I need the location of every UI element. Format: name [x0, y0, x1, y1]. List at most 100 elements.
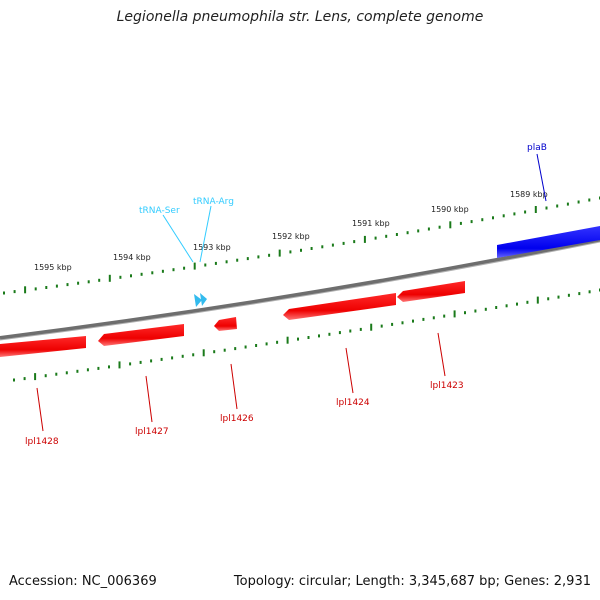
scale-minor-tick: [359, 327, 362, 331]
scale-minor-tick: [265, 342, 268, 346]
gene-lpl1424[interactable]: lpl1424: [283, 293, 396, 408]
scale-minor-tick: [45, 286, 48, 289]
scale-minor-tick: [391, 322, 394, 326]
scale-minor-tick: [255, 344, 258, 347]
scale-minor-tick: [97, 366, 100, 370]
scale-minor-tick: [160, 357, 163, 361]
scale-minor-tick: [505, 304, 508, 308]
scale-minor-tick: [268, 253, 271, 257]
scale-minor-tick: [289, 250, 292, 254]
scale-minor-tick: [297, 337, 299, 341]
scale-minor-tick: [401, 321, 404, 325]
scale-minor-tick: [484, 307, 487, 311]
scale-minor-tick: [321, 245, 324, 249]
scale-minor-tick: [470, 220, 473, 224]
scale-label-1593: 1593 kbp: [193, 243, 231, 252]
scale-minor-tick: [567, 293, 570, 297]
gene-lpl1427[interactable]: lpl1427: [98, 324, 184, 437]
trna-label-ser: tRNA-Ser: [139, 206, 180, 216]
gene-label-lpl1426: lpl1426: [220, 414, 254, 424]
scale-minor-tick: [406, 231, 409, 235]
scale-minor-tick: [236, 258, 239, 262]
trna-arg[interactable]: tRNA-Arg: [193, 197, 234, 306]
scale-minor-tick: [65, 371, 68, 375]
scale-major-tick: [370, 323, 373, 331]
scale-minor-tick: [443, 314, 446, 318]
scale-minor-tick: [412, 319, 414, 323]
gene-label-lpl1423: lpl1423: [430, 381, 464, 391]
map-title: Legionella pneumophila str. Lens, comple…: [116, 9, 484, 25]
scale-minor-tick: [417, 229, 420, 233]
scale-minor-tick: [331, 243, 334, 247]
scale-minor-tick: [55, 284, 58, 288]
trna-label-arg: tRNA-Arg: [193, 197, 234, 207]
scale-major-tick: [202, 349, 205, 357]
scale-labels: 1589 kbp 1590 kbp 1591 kbp 1592 kbp 1593…: [34, 190, 548, 272]
scale-minor-tick: [349, 329, 352, 333]
scale-minor-tick: [547, 297, 550, 301]
gene-label-lpl1428: lpl1428: [25, 437, 59, 447]
scale-major-tick: [118, 361, 121, 369]
scale-label-1590: 1590 kbp: [431, 205, 469, 214]
scale-minor-tick: [318, 334, 320, 338]
scale-minor-tick: [87, 280, 90, 284]
scale-label-1592: 1592 kbp: [272, 232, 310, 241]
lower-scale-track: [13, 288, 600, 382]
scale-major-tick: [536, 296, 539, 304]
trna-ser[interactable]: tRNA-Ser: [139, 206, 202, 307]
scale-minor-tick: [234, 347, 237, 351]
gene-plaB[interactable]: plaB: [497, 143, 600, 258]
scale-minor-tick: [588, 198, 591, 202]
scale-minor-tick: [516, 302, 518, 306]
gene-label-lpl1427: lpl1427: [135, 427, 169, 437]
scale-major-tick: [24, 286, 27, 294]
scale-major-tick: [449, 221, 452, 229]
scale-minor-tick: [495, 306, 498, 309]
gene-lpl1423[interactable]: lpl1423: [397, 281, 465, 391]
scale-minor-tick: [246, 257, 249, 261]
genome-summary-text: Topology: circular; Length: 3,345,687 bp…: [233, 574, 591, 589]
scale-minor-tick: [150, 359, 153, 363]
scale-minor-tick: [307, 336, 310, 339]
scale-label-1595: 1595 kbp: [34, 263, 72, 272]
scale-major-tick: [278, 249, 281, 257]
scale-minor-tick: [66, 283, 69, 287]
gene-lpl1426[interactable]: lpl1426: [214, 317, 254, 424]
gene-lpl1428[interactable]: lpl1428: [0, 336, 86, 447]
scale-minor-tick: [474, 309, 477, 313]
scale-minor-tick: [77, 281, 80, 285]
scale-minor-tick: [130, 274, 132, 278]
genome-backbone: [0, 238, 600, 340]
scale-minor-tick: [342, 241, 345, 245]
scale-minor-tick: [223, 348, 226, 352]
scale-minor-tick: [129, 362, 132, 366]
scale-minor-tick: [438, 225, 441, 229]
scale-minor-tick: [181, 354, 184, 358]
scale-minor-tick: [204, 263, 207, 267]
scale-minor-tick: [86, 368, 89, 372]
scale-minor-tick: [481, 218, 484, 222]
scale-label-1589: 1589 kbp: [510, 190, 548, 199]
scale-minor-tick: [459, 221, 462, 225]
scale-minor-tick: [395, 233, 398, 236]
scale-minor-tick: [422, 317, 425, 321]
scale-minor-tick: [172, 268, 175, 272]
scale-minor-tick: [213, 350, 216, 354]
scale-minor-tick: [98, 278, 101, 282]
scale-minor-tick: [464, 311, 466, 315]
scale-major-tick: [534, 206, 537, 213]
scale-minor-tick: [502, 214, 505, 218]
scale-major-tick: [363, 235, 366, 243]
scale-minor-tick: [119, 275, 122, 279]
scale-minor-tick: [23, 377, 26, 381]
gene-label-plaB: plaB: [527, 143, 547, 153]
scale-minor-tick: [545, 206, 548, 210]
scale-minor-tick: [13, 290, 16, 294]
scale-minor-tick: [578, 292, 581, 296]
scale-minor-tick: [353, 240, 356, 244]
scale-major-tick: [193, 262, 196, 270]
scale-minor-tick: [192, 353, 195, 357]
scale-minor-tick: [524, 210, 527, 214]
scale-minor-tick: [380, 324, 383, 328]
